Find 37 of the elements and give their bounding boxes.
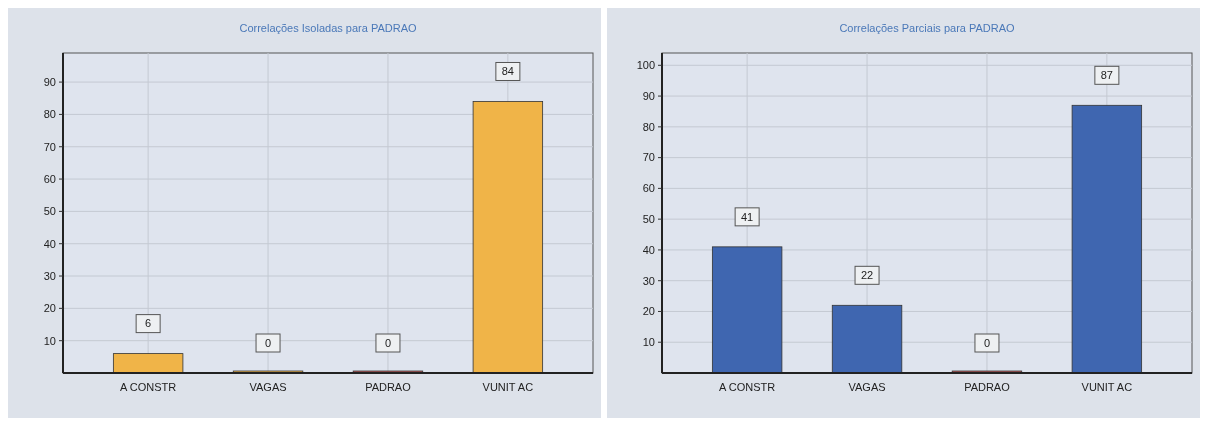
y-tick-label: 90 xyxy=(642,89,655,102)
y-tick-label: 20 xyxy=(43,302,56,315)
data-label: 84 xyxy=(501,65,514,78)
x-tick-label: VAGAS xyxy=(848,381,886,393)
y-tick-label: 20 xyxy=(642,305,655,318)
y-tick-label: 70 xyxy=(642,151,655,164)
x-tick-label: VUNIT AC xyxy=(482,381,534,393)
y-tick-label: 80 xyxy=(43,108,56,121)
x-tick-label: VAGAS xyxy=(249,381,287,393)
y-tick-label: 30 xyxy=(43,269,56,282)
data-label: 0 xyxy=(384,336,392,349)
chart-title: Correlações Isoladas para PADRAO xyxy=(239,22,417,34)
y-tick-label: 50 xyxy=(642,213,655,225)
data-label: 87 xyxy=(1100,69,1113,82)
y-tick-label: 70 xyxy=(43,140,56,153)
y-tick-label: 90 xyxy=(43,75,56,88)
x-tick-label: PADRAO xyxy=(365,381,412,393)
y-tick-label: 80 xyxy=(642,120,655,133)
y-tick-label: 10 xyxy=(642,336,655,349)
y-tick-label: 50 xyxy=(43,205,56,218)
data-label: 0 xyxy=(264,336,272,349)
y-tick-label: 60 xyxy=(43,172,56,185)
x-tick-label: A CONSTR xyxy=(120,381,177,393)
data-label: 0 xyxy=(983,336,991,349)
y-tick-label: 40 xyxy=(43,237,56,250)
chart-title: Correlações Parciais para PADRAO xyxy=(839,22,1016,34)
x-tick-label: A CONSTR xyxy=(719,381,776,393)
x-tick-label: PADRAO xyxy=(964,381,1011,393)
data-label: 41 xyxy=(741,210,754,223)
data-label: 22 xyxy=(860,269,874,282)
data-label: 6 xyxy=(145,317,152,330)
y-tick-label: 60 xyxy=(642,182,655,195)
x-tick-label: VUNIT AC xyxy=(1081,381,1133,393)
y-tick-label: 10 xyxy=(43,334,56,347)
y-tick-label: 100 xyxy=(636,59,655,72)
y-tick-label: 30 xyxy=(642,274,655,287)
y-tick-label: 40 xyxy=(642,243,655,256)
